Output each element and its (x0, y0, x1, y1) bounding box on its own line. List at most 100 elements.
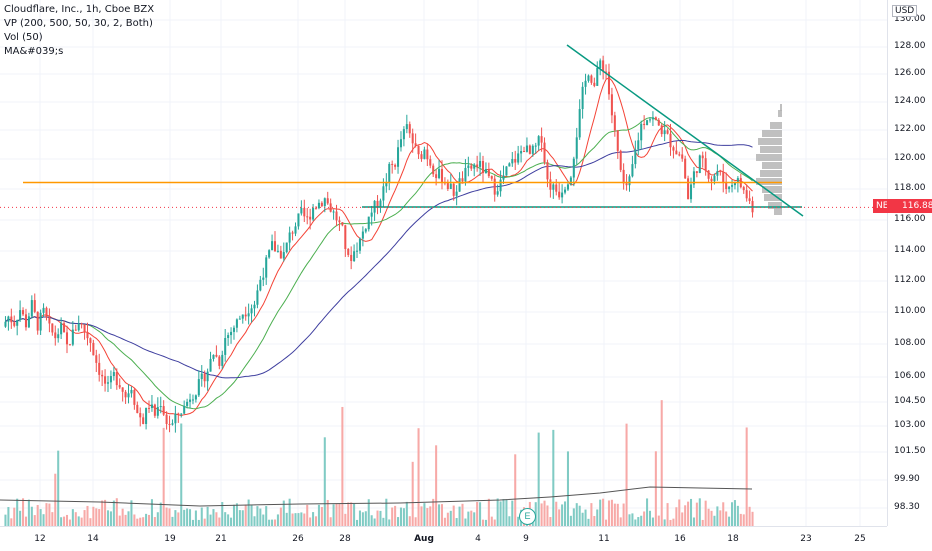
candle-body (520, 151, 523, 154)
candle-body (411, 133, 414, 144)
price-chart[interactable] (0, 0, 887, 526)
candle-body (271, 241, 274, 251)
volume-bar (561, 504, 564, 526)
candle-body (150, 404, 153, 409)
volume-bar (22, 498, 25, 526)
volume-bar (728, 516, 731, 526)
candle-body (484, 169, 487, 174)
volume-bar (165, 507, 168, 526)
candle-body (385, 182, 388, 187)
candle-body (191, 399, 194, 401)
volume-bar (654, 451, 657, 526)
volume-bar (250, 504, 253, 526)
candle-body (142, 417, 145, 424)
price-tick-label: 114.00 (894, 245, 926, 255)
candle-body (555, 184, 558, 192)
volume-bar (651, 517, 654, 526)
volume-bar (692, 517, 695, 526)
volume-bar (499, 501, 502, 526)
volume-bar (350, 502, 353, 526)
price-tick-label: 106.00 (894, 371, 926, 381)
candle-body (502, 175, 505, 180)
price-tick-label: 118.00 (894, 183, 926, 193)
candle-body (65, 332, 69, 345)
candle-body (716, 171, 719, 176)
candle-body (215, 354, 218, 357)
legend-symbol[interactable]: Cloudflare, Inc., 1h, Cboe BZX (4, 4, 155, 15)
candle-body (227, 335, 230, 339)
volume-bar (95, 508, 98, 526)
legend-ma[interactable]: MA&#039;s (4, 46, 64, 57)
volume-bar (215, 512, 218, 526)
candle-body (584, 80, 587, 87)
volume-bar (446, 512, 449, 526)
candle-body (546, 162, 549, 180)
candle-body (60, 323, 63, 335)
earnings-icon[interactable]: E (519, 508, 536, 525)
candle-body (197, 379, 200, 396)
volume-bar (429, 506, 432, 526)
volume-bar (745, 427, 748, 526)
volume-bar (194, 510, 197, 526)
volume-bar (698, 498, 701, 526)
candle-body (599, 60, 602, 69)
candle-body (657, 119, 660, 126)
time-axis[interactable]: 12 14 19 21 26 28 Aug 4 9 11 16 18 23 25 (0, 526, 887, 551)
volume-bar (558, 509, 561, 526)
candle-body (420, 154, 423, 159)
time-tick-label: 19 (164, 534, 176, 544)
volume-bar (517, 516, 520, 526)
volume-bar (379, 510, 382, 526)
time-tick-label: 26 (292, 534, 304, 544)
volume-profile-bar (760, 170, 782, 177)
legend-vol[interactable]: Vol (50) (4, 32, 43, 43)
legend-vp[interactable]: VP (200, 500, 50, 30, 2, Both) (4, 18, 153, 29)
volume-bar (356, 519, 359, 526)
candle-body (476, 164, 479, 167)
volume-bar (364, 511, 367, 526)
volume-bar (731, 502, 734, 526)
candle-body (508, 163, 511, 167)
volume-bar (581, 512, 584, 526)
volume-bar (640, 515, 643, 526)
candle-body (631, 164, 634, 177)
candle-body (561, 192, 564, 198)
volume-bar (39, 509, 42, 526)
volume-bar (60, 517, 63, 526)
candle-body (722, 172, 725, 183)
volume-bar (314, 516, 318, 526)
price-axis[interactable]: 130.00 128.00 126.00 124.00 122.00 120.00 118.… (887, 0, 932, 526)
volume-bar (232, 504, 236, 526)
candle-body (145, 407, 148, 424)
volume-bar (191, 519, 194, 526)
volume-bar (136, 518, 139, 526)
candle-body (127, 393, 130, 398)
candle-body (98, 362, 101, 375)
candle-body (314, 207, 318, 209)
drawings[interactable] (0, 44, 887, 217)
volume-bar (452, 505, 455, 526)
volume-profile-bar (760, 146, 782, 153)
candle-body (54, 332, 57, 339)
candle-body (593, 82, 596, 86)
volume-bar (101, 500, 104, 526)
volume-bar (613, 503, 616, 526)
volume-bar (394, 505, 397, 526)
volume-bar (276, 514, 279, 526)
candle-body (235, 319, 238, 328)
volume-bar (271, 519, 274, 526)
candle-body (367, 216, 370, 230)
volume-bar (625, 423, 628, 526)
volume-bar (646, 498, 649, 526)
candle-body (564, 189, 567, 193)
volume-bar (256, 506, 259, 526)
volume-bar (438, 504, 441, 526)
candle-body (449, 183, 452, 189)
candle-body (417, 145, 420, 155)
candle-body (68, 344, 71, 346)
volume-bar (599, 499, 602, 526)
currency-label[interactable]: USD (892, 5, 918, 17)
candle-body (16, 320, 19, 326)
volume-bar (133, 514, 136, 526)
